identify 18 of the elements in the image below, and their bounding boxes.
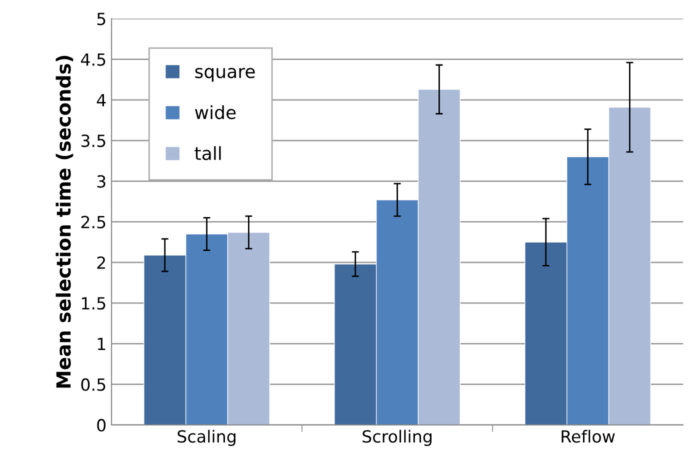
- y-tick-label: 5: [97, 12, 106, 26]
- legend-label: wide: [195, 105, 236, 120]
- y-tick-label: 0: [97, 418, 106, 432]
- y-tick-label: 3.5: [81, 134, 106, 148]
- y-tick-label: 4: [96, 94, 106, 106]
- y-tick-label: 1.5: [82, 297, 106, 310]
- y-tick-label: 2.5: [81, 216, 106, 228]
- legend-label: tall: [194, 146, 221, 160]
- y-tick-label: 2: [97, 256, 105, 269]
- x-tick-label: Scaling: [178, 430, 236, 446]
- legend-label: square: [195, 68, 255, 82]
- y-tick-label: 0.5: [81, 378, 106, 391]
- x-tick-label: Reflow: [562, 430, 615, 443]
- y-tick-label: 4.5: [80, 53, 106, 66]
- x-tick-label: Scrolling: [362, 430, 432, 446]
- y-tick-label: 1: [98, 338, 106, 350]
- y-axis-title: Mean selection time (seconds): [56, 56, 74, 388]
- y-tick-label: 3: [97, 175, 106, 188]
